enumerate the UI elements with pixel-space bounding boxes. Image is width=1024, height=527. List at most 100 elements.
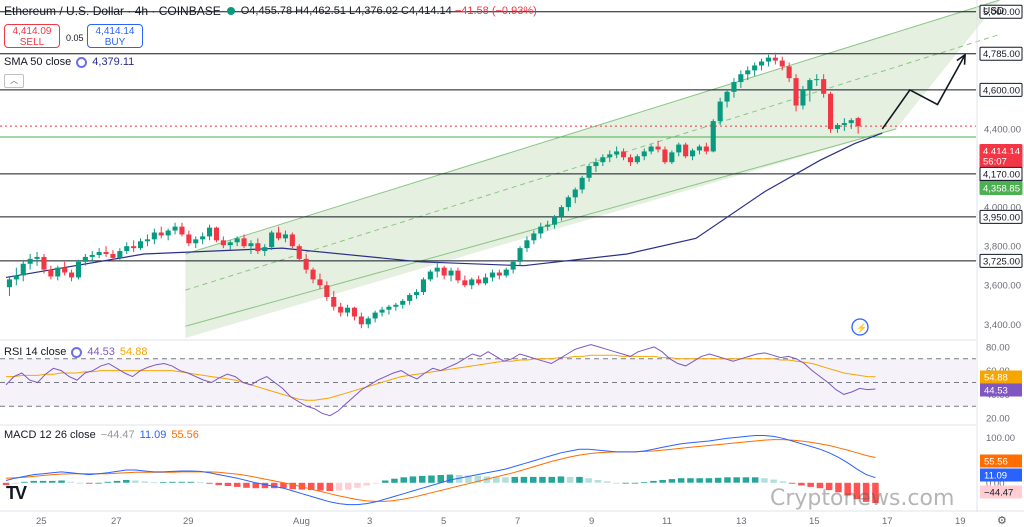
macd-hist-bar (123, 480, 130, 483)
candle-body (241, 238, 247, 247)
candle (400, 298, 406, 309)
candle (207, 224, 213, 241)
macd-legend[interactable]: MACD 12 26 close −44.47 11.09 55.56 (4, 429, 199, 441)
macd-hist-bar (456, 475, 463, 483)
macd-hist-bar (687, 478, 694, 483)
macd-hist-bar (788, 482, 796, 484)
candle (634, 154, 640, 165)
candle (655, 140, 661, 153)
rsi-spinner-icon (71, 346, 83, 358)
candle (372, 310, 378, 323)
candle (483, 273, 489, 286)
sell-label: SELL (19, 37, 45, 48)
candle-body (586, 166, 592, 178)
macd-hist-bar (197, 482, 204, 484)
candle (407, 293, 413, 305)
candle (151, 228, 157, 245)
time-tick-label: 13 (736, 516, 747, 527)
candle (193, 236, 199, 249)
channel-mid-line (185, 33, 1000, 291)
candle (351, 306, 357, 321)
buy-label: BUY (104, 37, 126, 48)
candle (496, 269, 502, 280)
candle (558, 205, 564, 221)
symbol-title[interactable]: Ethereum / U.S. Dollar · 4h · COINBASE (4, 4, 221, 18)
candle (186, 230, 192, 247)
rsi-value-label: 54.88 (984, 373, 1008, 384)
macd-value-tag: 55.56 (980, 454, 1022, 468)
candle-body (476, 279, 482, 284)
candle-body (627, 157, 633, 163)
price-tag-label: 4,785.00 (983, 49, 1020, 60)
candle-body (172, 226, 178, 231)
candle-body (379, 309, 385, 313)
candle-body (27, 258, 33, 264)
candle (6, 277, 12, 296)
time-tick-label: 9 (589, 516, 594, 527)
macd-hist-bar (400, 477, 407, 483)
macd-hist-bar (141, 481, 148, 483)
candle (552, 214, 558, 229)
candle (365, 316, 371, 329)
macd-hist-bar (428, 475, 435, 483)
candle (200, 232, 206, 245)
candle-body (124, 246, 130, 252)
candle-body (455, 270, 461, 281)
candle (338, 302, 344, 317)
candle (538, 222, 544, 239)
macd-hist-bar (67, 481, 74, 483)
sma-legend[interactable]: SMA 50 close 4,379.11 (4, 56, 134, 68)
rsi-value-tag: 44.53 (980, 383, 1022, 397)
macd-hist-bar (779, 481, 787, 483)
price-tag: 56:07 (979, 154, 1023, 168)
candle (331, 291, 337, 311)
candle (489, 269, 495, 282)
macd-value-label: 11.09 (984, 471, 1007, 482)
rsi-value-box (980, 370, 1022, 384)
candle (676, 142, 682, 157)
candle-body (759, 61, 765, 66)
currency-label[interactable]: USD (983, 6, 1005, 17)
tradingview-logo[interactable]: TV (6, 483, 27, 503)
macd-hist-bar (640, 482, 648, 484)
candle (779, 56, 785, 71)
candle (393, 302, 399, 311)
price-pane[interactable]: ⚡ (0, 0, 1000, 338)
candle-body (227, 242, 233, 246)
candle (793, 74, 799, 112)
macd-legend-label: MACD 12 26 close (4, 429, 96, 441)
macd-tick-label: 0.00 (986, 478, 1005, 489)
candle (524, 236, 530, 253)
macd-hist-bar (354, 482, 361, 488)
candle-body (724, 91, 730, 102)
projection-arrowhead (956, 53, 966, 65)
chevron-up-icon[interactable]: ︿ (4, 74, 24, 88)
candle-body (393, 304, 399, 307)
candle-body (710, 121, 716, 152)
high-value: H4,462.51 (295, 5, 346, 17)
candle-body (200, 236, 206, 240)
candle (20, 259, 26, 282)
macd-hist-bar (363, 482, 370, 486)
candle (531, 230, 537, 245)
settings-gear-icon[interactable]: ⚙ (997, 515, 1007, 527)
candle-body (552, 216, 558, 225)
price-tag-label: 4,600.00 (983, 85, 1020, 96)
rsi-value-label: 44.53 (984, 386, 1008, 397)
candle-body (814, 79, 820, 81)
candle-body (841, 123, 847, 126)
candle-body (96, 252, 102, 255)
candle-body (144, 239, 150, 242)
buy-button[interactable]: 4,414.14 BUY (87, 24, 143, 48)
price-tag-label: 56:07 (983, 157, 1007, 168)
candle (179, 222, 185, 237)
projection-path (881, 54, 966, 130)
candle (234, 236, 240, 247)
candle-body (565, 197, 571, 208)
candle-body (207, 227, 213, 237)
rsi-legend[interactable]: RSI 14 close 44.53 54.88 (4, 346, 147, 358)
sell-button[interactable]: 4,414.09 SELL (4, 24, 60, 48)
